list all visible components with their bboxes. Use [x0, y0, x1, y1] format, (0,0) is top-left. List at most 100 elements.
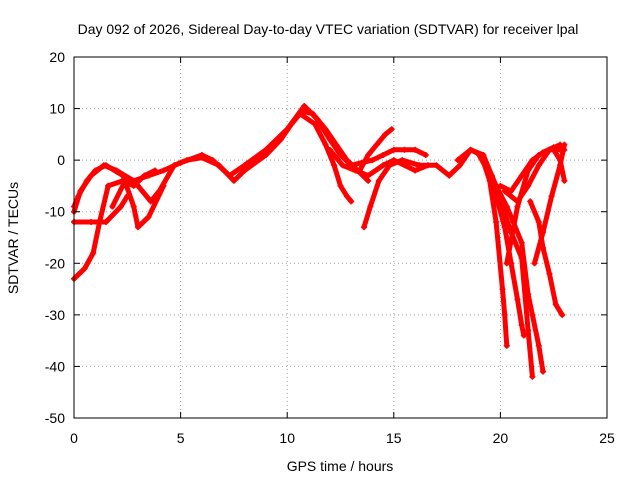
- data-point-marker: [113, 167, 120, 174]
- data-point-marker: [454, 157, 461, 164]
- data-point-marker: [209, 157, 216, 164]
- data-point-marker: [105, 182, 112, 189]
- y-tick-label: -20: [45, 255, 65, 271]
- data-point-marker: [546, 270, 553, 277]
- data-point-marker: [552, 301, 559, 308]
- data-point-marker: [557, 162, 564, 169]
- data-point-marker: [134, 182, 141, 189]
- data-point-marker: [88, 219, 95, 226]
- data-point-marker: [156, 188, 163, 195]
- data-point-marker: [230, 177, 237, 184]
- data-point-marker: [262, 151, 269, 158]
- data-point-marker: [309, 110, 316, 117]
- y-tick-label: -30: [45, 307, 65, 323]
- y-tick-label: 20: [49, 49, 65, 65]
- data-point-marker: [90, 249, 97, 256]
- x-tick-label: 20: [493, 430, 509, 446]
- data-point-marker: [109, 203, 116, 210]
- data-point-marker: [337, 182, 344, 189]
- y-axis-label: SDTVAR / TECUs: [5, 182, 21, 294]
- data-point-marker: [433, 162, 440, 169]
- data-point-marker: [145, 213, 152, 220]
- data-point-marker: [388, 126, 395, 133]
- data-point-marker: [390, 157, 397, 164]
- data-point-marker: [130, 203, 137, 210]
- data-point-marker: [497, 198, 504, 205]
- data-point-marker: [296, 110, 303, 117]
- data-series: [71, 103, 567, 380]
- data-point-marker: [499, 286, 506, 293]
- data-point-marker: [365, 172, 372, 179]
- data-point-marker: [160, 182, 167, 189]
- data-point-marker: [467, 146, 474, 153]
- data-point-marker: [386, 162, 393, 169]
- data-point-marker: [367, 203, 374, 210]
- data-point-marker: [373, 141, 380, 148]
- data-point-marker: [525, 291, 532, 298]
- data-point-marker: [529, 373, 536, 380]
- data-point-marker: [333, 141, 340, 148]
- data-point-marker: [262, 146, 269, 153]
- x-tick-label: 0: [70, 430, 78, 446]
- data-point-marker: [198, 154, 205, 161]
- data-point-marker: [141, 172, 148, 179]
- data-point-marker: [152, 167, 159, 174]
- data-point-marker: [241, 162, 248, 169]
- data-point-marker: [508, 188, 515, 195]
- data-point-marker: [215, 162, 222, 169]
- data-point-marker: [561, 141, 568, 148]
- data-point-marker: [326, 136, 333, 143]
- plot-frame: [73, 56, 608, 419]
- data-point-marker: [288, 121, 295, 128]
- data-point-marker: [337, 151, 344, 158]
- series-sat-l: [489, 173, 535, 380]
- data-point-marker: [540, 149, 547, 156]
- data-point-marker: [96, 219, 103, 226]
- data-point-marker: [120, 172, 127, 179]
- data-point-marker: [399, 157, 406, 164]
- x-tick-label: 25: [599, 430, 615, 446]
- data-point-marker: [514, 198, 521, 205]
- data-point-marker: [322, 141, 329, 148]
- data-point-marker: [147, 198, 154, 205]
- data-point-marker: [356, 167, 363, 174]
- data-point-marker: [540, 244, 547, 251]
- data-point-marker: [117, 203, 124, 210]
- axis-ticks: [73, 56, 608, 419]
- data-point-marker: [339, 162, 346, 169]
- data-point-marker: [529, 157, 536, 164]
- data-point-marker: [548, 193, 555, 200]
- data-point-marker: [348, 198, 355, 205]
- data-point-marker: [527, 198, 534, 205]
- x-axis-label: GPS time / hours: [287, 458, 394, 474]
- data-point-marker: [343, 193, 350, 200]
- data-markers: [71, 102, 568, 380]
- data-point-marker: [301, 102, 308, 109]
- data-point-marker: [130, 177, 137, 184]
- series-sat-p: [527, 198, 565, 318]
- x-tick-label: 5: [177, 430, 185, 446]
- data-point-marker: [518, 322, 525, 329]
- data-point-marker: [124, 193, 131, 200]
- data-point-marker: [503, 203, 510, 210]
- data-point-marker: [518, 239, 525, 246]
- data-point-marker: [488, 172, 495, 179]
- y-tick-label: -40: [45, 358, 65, 374]
- data-point-marker: [102, 162, 109, 169]
- data-point-marker: [535, 342, 542, 349]
- data-point-marker: [510, 219, 517, 226]
- y-tick-label: -10: [45, 204, 65, 220]
- data-point-marker: [102, 219, 109, 226]
- data-point-marker: [369, 157, 376, 164]
- data-point-marker: [183, 157, 190, 164]
- data-point-marker: [476, 151, 483, 158]
- data-point-marker: [518, 172, 525, 179]
- data-point-marker: [401, 146, 408, 153]
- data-point-marker: [88, 172, 95, 179]
- data-point-marker: [540, 368, 547, 375]
- data-point-marker: [518, 255, 525, 262]
- data-point-marker: [360, 224, 367, 231]
- data-point-marker: [501, 311, 508, 318]
- data-point-marker: [75, 193, 82, 200]
- data-point-marker: [380, 151, 387, 158]
